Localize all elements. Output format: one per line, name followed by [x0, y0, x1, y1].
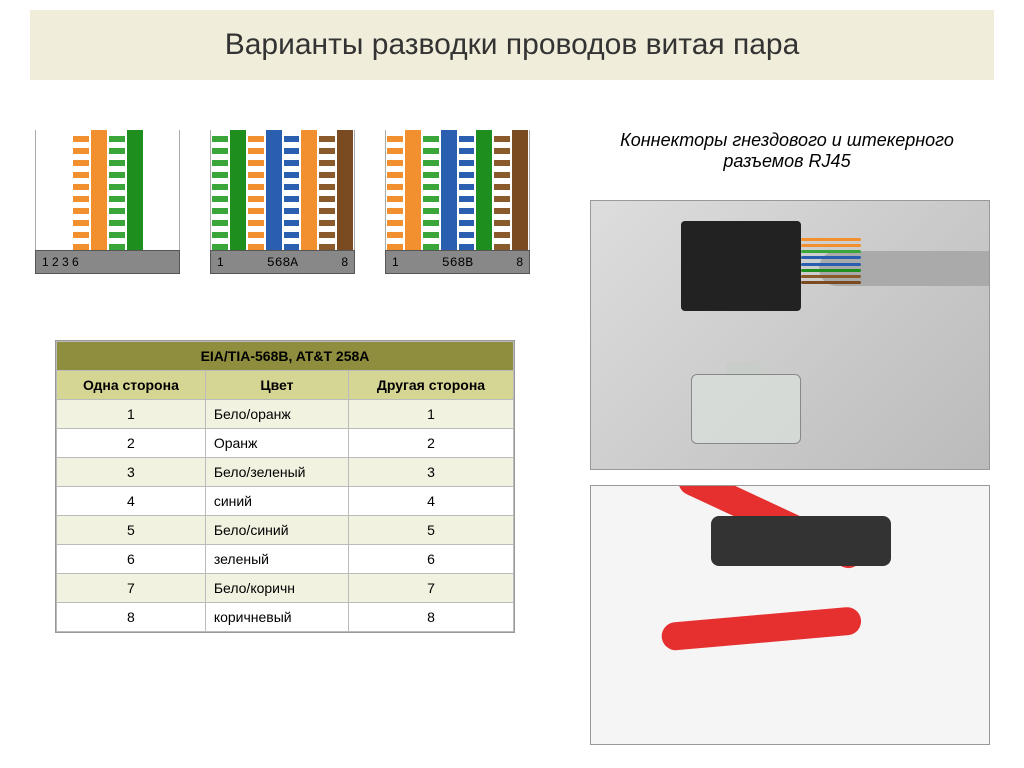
table-cell: 3 — [57, 458, 206, 487]
table-row: 6зеленый6 — [57, 545, 514, 574]
diagram-label: 1568B8 — [385, 250, 530, 274]
wire-wbr — [494, 130, 510, 250]
wire-illustration — [801, 281, 861, 284]
table-cell: Бело/зеленый — [205, 458, 348, 487]
table-row: 7Бело/коричн7 — [57, 574, 514, 603]
wire-wbr — [319, 130, 335, 250]
plug-latch — [726, 362, 766, 374]
wire-g — [230, 130, 246, 250]
table-cell: зеленый — [205, 545, 348, 574]
table-cell: 8 — [349, 603, 514, 632]
wire-wbl — [459, 130, 475, 250]
wiring-diagram: 1568A8 — [210, 130, 355, 274]
wire-fanout — [801, 236, 861, 286]
table-row: 2Оранж2 — [57, 429, 514, 458]
table-cell: 2 — [349, 429, 514, 458]
wire-g — [476, 130, 492, 250]
rj45-plug — [691, 374, 801, 444]
wire-illustration — [801, 244, 861, 247]
table-cell: 5 — [57, 516, 206, 545]
column-header: Одна сторона — [57, 371, 206, 400]
wire-br — [512, 130, 528, 250]
table-cell: 4 — [349, 487, 514, 516]
pin-right: 8 — [516, 255, 523, 269]
column-header: Другая сторона — [349, 371, 514, 400]
wiring-diagrams: 1 2 3 61568A81568B8 — [35, 130, 530, 274]
table-cell: 1 — [57, 400, 206, 429]
wire-o — [405, 130, 421, 250]
standard-label: 568A — [224, 255, 342, 270]
pinout-table: EIA/TIA-568B, AT&T 258A Одна сторонаЦвет… — [55, 340, 515, 633]
table-body: 1Бело/оранж12Оранж23Бело/зеленый34синий4… — [57, 400, 514, 632]
wire-illustration — [801, 250, 861, 253]
wire-wbl — [284, 130, 300, 250]
table-cell: 6 — [349, 545, 514, 574]
table-row: 8коричневый8 — [57, 603, 514, 632]
jack-body — [681, 221, 801, 311]
wire-illustration — [801, 238, 861, 241]
wire-bl — [441, 130, 457, 250]
table-cell: 7 — [57, 574, 206, 603]
connector-photo — [590, 200, 990, 470]
title-bar: Варианты разводки проводов витая пара — [30, 10, 994, 80]
wire-illustration — [801, 256, 861, 259]
tool-handle — [661, 606, 863, 651]
table-cell: Бело/коричн — [205, 574, 348, 603]
diagram-label: 1 2 3 6 — [35, 250, 180, 274]
pin-right: 8 — [341, 255, 348, 269]
diagram-label: 1568A8 — [210, 250, 355, 274]
standard-label: 568B — [399, 255, 517, 270]
table-cell: 2 — [57, 429, 206, 458]
table-cell: 3 — [349, 458, 514, 487]
table-cell: 8 — [57, 603, 206, 632]
wire-wo — [387, 130, 403, 250]
pin-left: 1 — [392, 255, 399, 269]
table-cell: Бело/оранж — [205, 400, 348, 429]
wire-bl — [266, 130, 282, 250]
table-row: 3Бело/зеленый3 — [57, 458, 514, 487]
table-row: 1Бело/оранж1 — [57, 400, 514, 429]
table-title: EIA/TIA-568B, AT&T 258A — [57, 342, 514, 371]
wiring-diagram: 1 2 3 6 — [35, 130, 180, 274]
table-cell: 4 — [57, 487, 206, 516]
wiring-diagram: 1568B8 — [385, 130, 530, 274]
table-cell: 6 — [57, 545, 206, 574]
table-cell: 7 — [349, 574, 514, 603]
pin-left: 1 — [217, 255, 224, 269]
column-header: Цвет — [205, 371, 348, 400]
table-cell: 1 — [349, 400, 514, 429]
wire-illustration — [801, 263, 861, 266]
pin-left: 1 2 3 6 — [42, 255, 79, 269]
table-row: 4синий4 — [57, 487, 514, 516]
wire-o — [91, 130, 107, 250]
wire-g — [127, 130, 143, 250]
wire-wg — [423, 130, 439, 250]
table-header-row: Одна сторонаЦветДругая сторона — [57, 371, 514, 400]
wire-wo — [248, 130, 264, 250]
wire-wo — [73, 130, 89, 250]
crimp-tool-photo — [590, 485, 990, 745]
table-cell: 5 — [349, 516, 514, 545]
table-cell: синий — [205, 487, 348, 516]
wire-br — [337, 130, 353, 250]
table-cell: Бело/синий — [205, 516, 348, 545]
wire-wg — [212, 130, 228, 250]
page-title: Варианты разводки проводов витая пара — [225, 28, 800, 62]
table-row: 5Бело/синий5 — [57, 516, 514, 545]
tool-head — [711, 516, 891, 566]
table-cell: коричневый — [205, 603, 348, 632]
table-cell: Оранж — [205, 429, 348, 458]
wire-illustration — [801, 269, 861, 272]
wire-illustration — [801, 275, 861, 278]
wire-wg — [109, 130, 125, 250]
wire-o — [301, 130, 317, 250]
connector-caption: Коннекторы гнездового и штекерного разъе… — [590, 130, 984, 172]
